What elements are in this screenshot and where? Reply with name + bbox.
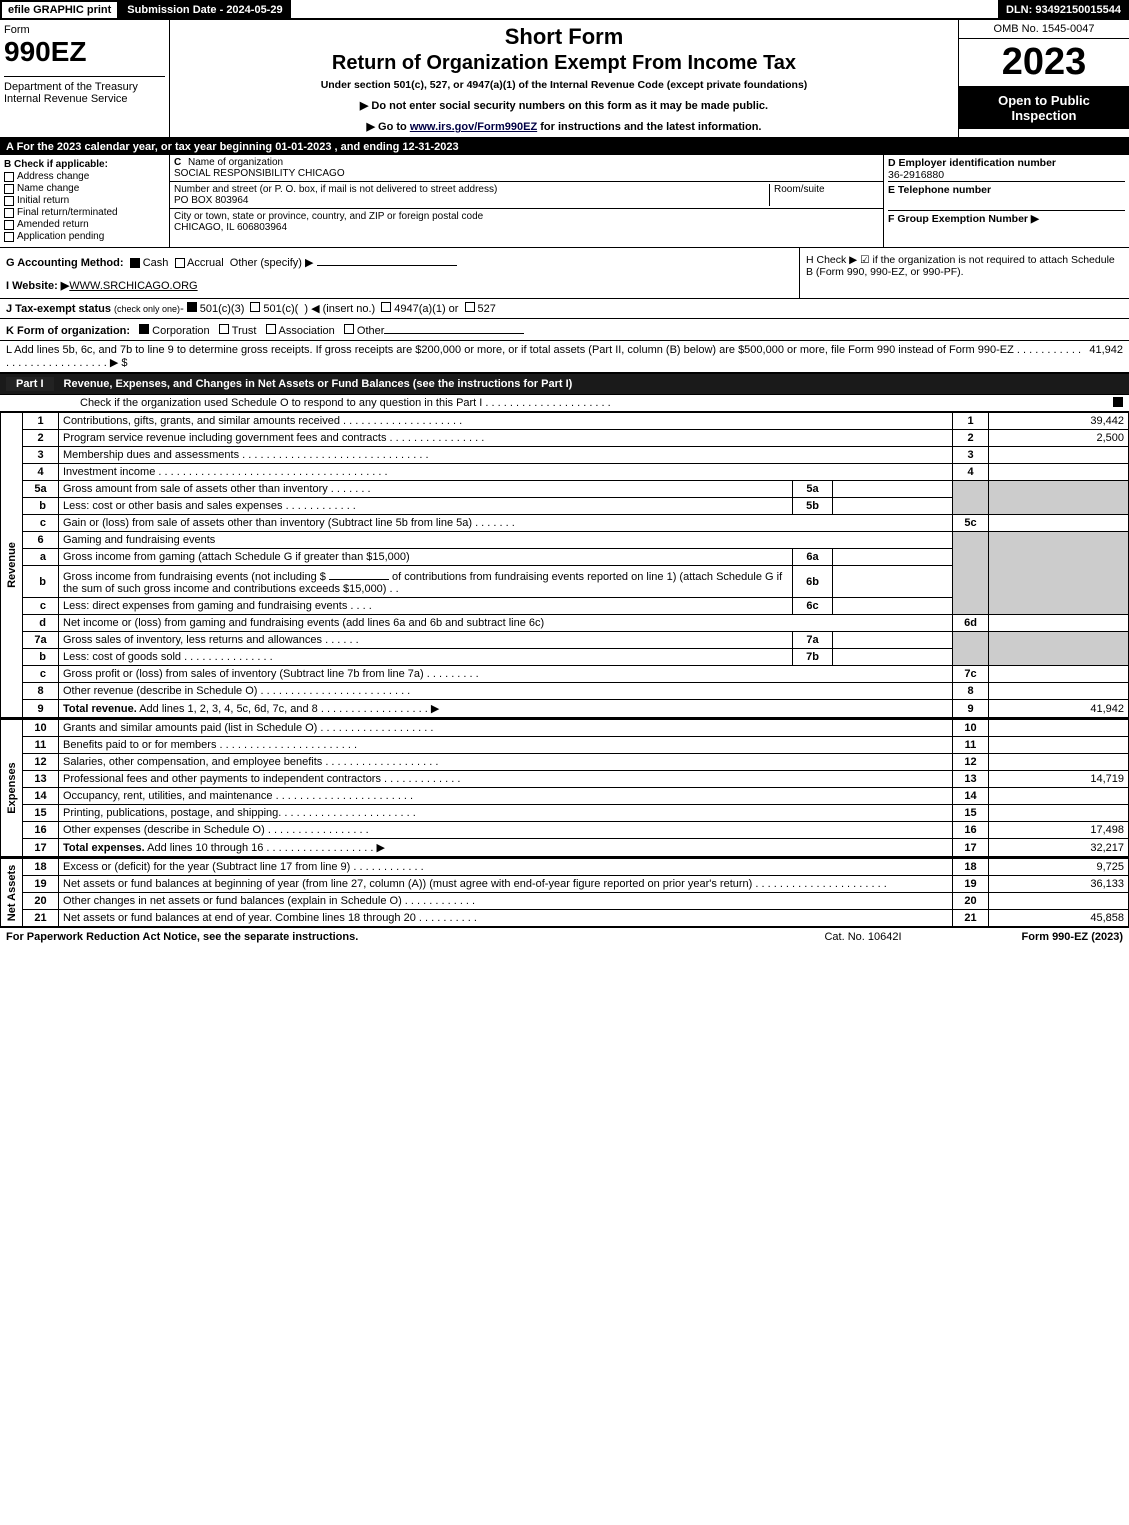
other-specify-input[interactable] xyxy=(317,254,457,266)
part1-label: Part I xyxy=(6,377,54,391)
box-h: H Check ▶ ☑ if the organization is not r… xyxy=(799,248,1129,298)
part1-title: Revenue, Expenses, and Changes in Net As… xyxy=(64,378,1123,390)
box-b: B Check if applicable: Address change Na… xyxy=(0,155,170,247)
submission-date-badge: Submission Date - 2024-05-29 xyxy=(119,0,290,18)
checkbox-address-change[interactable] xyxy=(4,172,14,182)
checkbox-527[interactable] xyxy=(465,302,475,312)
footer-left: For Paperwork Reduction Act Notice, see … xyxy=(6,931,773,943)
form-number: 990EZ xyxy=(4,36,165,68)
omb-number: OMB No. 1545-0047 xyxy=(959,20,1129,39)
accounting-method-label: G Accounting Method: xyxy=(6,257,124,269)
footer-form-ref: Form 990-EZ (2023) xyxy=(953,931,1123,943)
expenses-section: Expenses 10Grants and similar amounts pa… xyxy=(0,719,1129,858)
room-suite: Room/suite xyxy=(769,184,879,206)
checkbox-501c3[interactable] xyxy=(187,302,197,312)
footer: For Paperwork Reduction Act Notice, see … xyxy=(0,928,1129,946)
telephone-label: E Telephone number xyxy=(888,181,1125,198)
dln-badge: DLN: 93492150015544 xyxy=(998,0,1129,18)
org-name: SOCIAL RESPONSIBILITY CHICAGO xyxy=(174,168,345,179)
subtitle: Under section 501(c), 527, or 4947(a)(1)… xyxy=(174,79,954,91)
checkbox-association[interactable] xyxy=(266,324,276,334)
open-inspection-badge: Open to Public Inspection xyxy=(959,86,1129,129)
form-label: Form xyxy=(4,24,165,36)
header-left: Form 990EZ Department of the Treasury In… xyxy=(0,20,170,137)
line19-amount: 36,133 xyxy=(989,876,1129,893)
info-block-bcd: B Check if applicable: Address change Na… xyxy=(0,155,1129,248)
header-right: OMB No. 1545-0047 2023 Open to Public In… xyxy=(959,20,1129,137)
box-c: C Name of organization SOCIAL RESPONSIBI… xyxy=(170,155,884,247)
checkbox-schedule-o[interactable] xyxy=(1113,397,1123,407)
checkbox-final-return[interactable] xyxy=(4,208,14,218)
form-header: Form 990EZ Department of the Treasury In… xyxy=(0,20,1129,139)
city-state-zip: CHICAGO, IL 606803964 xyxy=(174,222,287,233)
ein-label: D Employer identification number xyxy=(888,157,1125,169)
netassets-side-label: Net Assets xyxy=(0,858,22,927)
checkbox-amended-return[interactable] xyxy=(4,220,14,230)
row-k: K Form of organization: Corporation Trus… xyxy=(0,319,1129,341)
box-b-header: B Check if applicable: xyxy=(4,159,165,170)
revenue-section: Revenue 1Contributions, gifts, grants, a… xyxy=(0,412,1129,719)
row-gh: G Accounting Method: Cash Accrual Other … xyxy=(0,248,1129,299)
checkbox-other-org[interactable] xyxy=(344,324,354,334)
irs-link[interactable]: www.irs.gov/Form990EZ xyxy=(410,121,537,133)
line-a: A For the 2023 calendar year, or tax yea… xyxy=(0,139,1129,155)
line9-amount: 41,942 xyxy=(989,700,1129,718)
dept-label: Department of the Treasury Internal Reve… xyxy=(4,76,165,105)
checkbox-accrual[interactable] xyxy=(175,258,185,268)
short-form-title: Short Form xyxy=(174,24,954,50)
line16-amount: 17,498 xyxy=(989,822,1129,839)
header-center: Short Form Return of Organization Exempt… xyxy=(170,20,959,137)
checkbox-corporation[interactable] xyxy=(139,324,149,334)
website-link[interactable]: WWW.SRCHICAGO.ORG xyxy=(69,280,197,292)
line17-amount: 32,217 xyxy=(989,839,1129,857)
checkbox-application-pending[interactable] xyxy=(4,232,14,242)
main-title: Return of Organization Exempt From Incom… xyxy=(174,52,954,75)
revenue-side-label: Revenue xyxy=(0,412,22,718)
expenses-side-label: Expenses xyxy=(0,719,22,857)
checkbox-name-change[interactable] xyxy=(4,184,14,194)
cat-number: Cat. No. 10642I xyxy=(773,931,953,943)
website-label: I Website: ▶ xyxy=(6,280,69,292)
line2-amount: 2,500 xyxy=(989,430,1129,447)
line1-amount: 39,442 xyxy=(989,413,1129,430)
checkbox-501c[interactable] xyxy=(250,302,260,312)
box-def: D Employer identification number 36-2916… xyxy=(884,155,1129,247)
row-j: J Tax-exempt status (check only one) - 5… xyxy=(0,299,1129,319)
gross-receipts-amount: 41,942 xyxy=(1089,344,1123,356)
part1-header: Part I Revenue, Expenses, and Changes in… xyxy=(0,373,1129,395)
efile-print-button[interactable]: efile GRAPHIC print xyxy=(0,0,119,18)
part1-check-note: Check if the organization used Schedule … xyxy=(0,395,1129,412)
top-bar: efile GRAPHIC print Submission Date - 20… xyxy=(0,0,1129,20)
instruction-2: ▶ Go to www.irs.gov/Form990EZ for instru… xyxy=(174,120,954,133)
street-address: PO BOX 803964 xyxy=(174,195,249,206)
line21-amount: 45,858 xyxy=(989,910,1129,927)
ein-value: 36-2916880 xyxy=(888,169,1125,181)
row-l: L Add lines 5b, 6c, and 7b to line 9 to … xyxy=(0,341,1129,373)
instruction-1: ▶ Do not enter social security numbers o… xyxy=(174,99,954,112)
line13-amount: 14,719 xyxy=(989,771,1129,788)
checkbox-cash[interactable] xyxy=(130,258,140,268)
netassets-section: Net Assets 18Excess or (deficit) for the… xyxy=(0,858,1129,928)
line18-amount: 9,725 xyxy=(989,859,1129,876)
checkbox-trust[interactable] xyxy=(219,324,229,334)
group-exemption-label: F Group Exemption Number ▶ xyxy=(888,210,1125,227)
tax-year: 2023 xyxy=(959,39,1129,86)
checkbox-initial-return[interactable] xyxy=(4,196,14,206)
checkbox-4947[interactable] xyxy=(381,302,391,312)
